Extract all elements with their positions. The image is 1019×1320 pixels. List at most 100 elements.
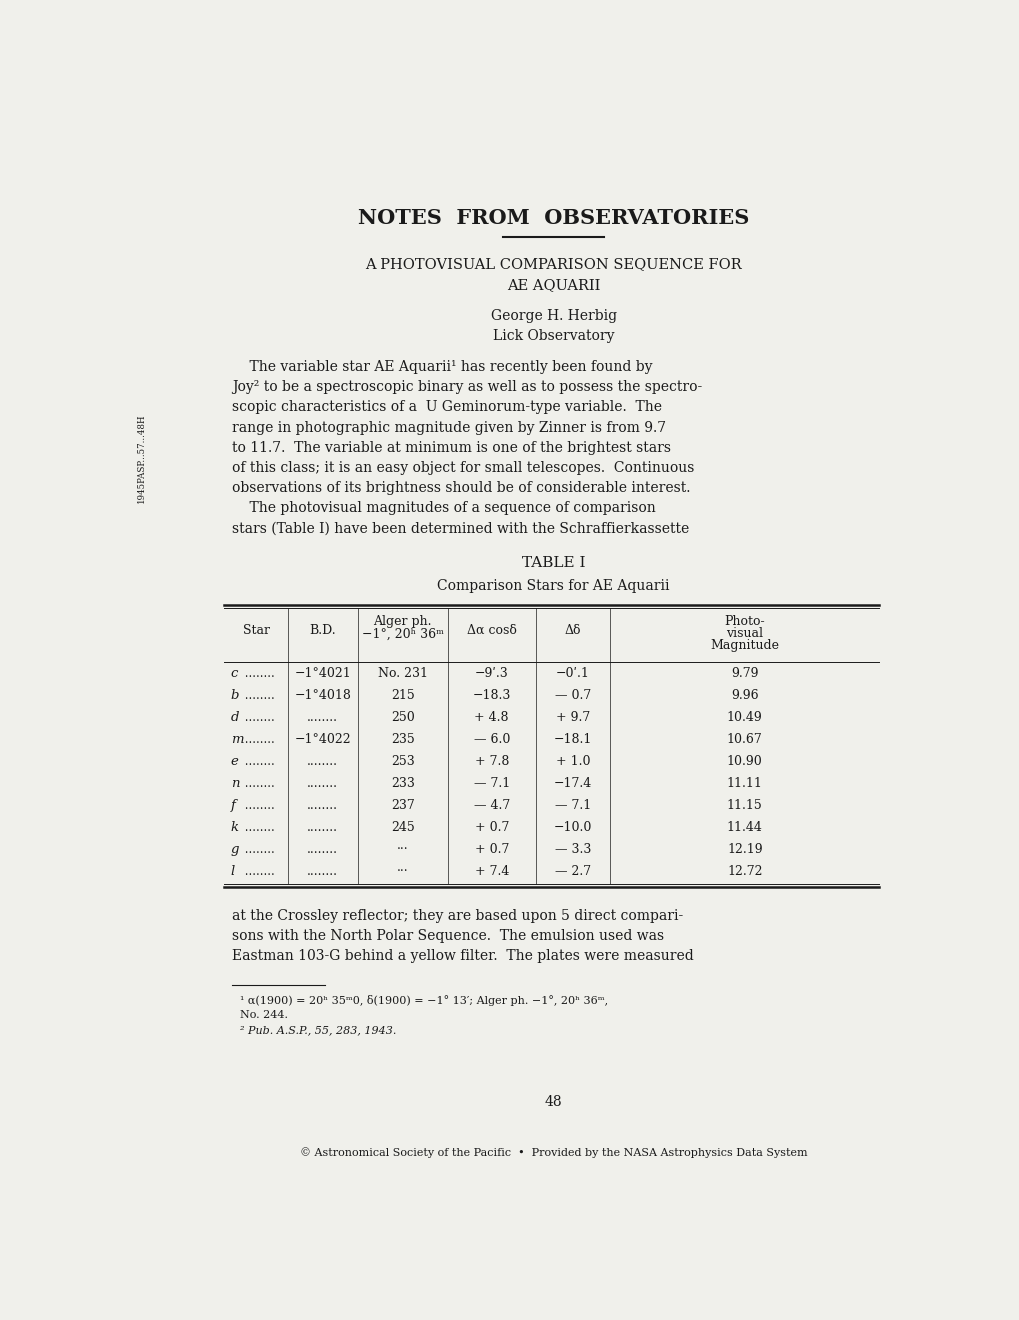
Text: 253: 253: [390, 755, 414, 768]
Text: Star: Star: [243, 624, 269, 638]
Text: + 1.0: + 1.0: [555, 755, 590, 768]
Text: ........: ........: [242, 755, 275, 768]
Text: f: f: [230, 799, 235, 812]
Text: range in photographic magnitude given by Zinner is from 9.7: range in photographic magnitude given by…: [232, 421, 665, 434]
Text: of this class; it is an easy object for small telescopes.  Continuous: of this class; it is an easy object for …: [232, 461, 694, 475]
Text: 48: 48: [544, 1096, 562, 1109]
Text: −10.0: −10.0: [553, 821, 592, 834]
Text: Eastman 103-G behind a yellow filter.  The plates were measured: Eastman 103-G behind a yellow filter. Th…: [232, 949, 693, 964]
Text: sons with the North Polar Sequence.  The emulsion used was: sons with the North Polar Sequence. The …: [232, 929, 663, 942]
Text: −1°, 20ʰ 36ᵐ: −1°, 20ʰ 36ᵐ: [362, 628, 443, 642]
Text: — 2.7: — 2.7: [554, 865, 591, 878]
Text: ........: ........: [307, 799, 338, 812]
Text: + 0.7: + 0.7: [474, 821, 508, 834]
Text: 11.15: 11.15: [727, 799, 762, 812]
Text: −18.1: −18.1: [553, 733, 592, 746]
Text: ........: ........: [242, 821, 275, 834]
Text: 250: 250: [390, 711, 414, 725]
Text: ........: ........: [307, 777, 338, 789]
Text: Magnitude: Magnitude: [709, 639, 779, 652]
Text: 235: 235: [390, 733, 414, 746]
Text: 9.79: 9.79: [731, 667, 758, 680]
Text: Δα cosδ: Δα cosδ: [467, 624, 517, 638]
Text: −17.4: −17.4: [553, 777, 592, 789]
Text: d: d: [230, 711, 238, 725]
Text: No. 231: No. 231: [377, 667, 427, 680]
Text: Photo-: Photo-: [723, 615, 764, 628]
Text: ........: ........: [307, 755, 338, 768]
Text: ···: ···: [396, 842, 408, 855]
Text: + 9.7: + 9.7: [555, 711, 590, 725]
Text: 10.67: 10.67: [727, 733, 762, 746]
Text: — 0.7: — 0.7: [554, 689, 591, 702]
Text: TABLE I: TABLE I: [522, 556, 585, 569]
Text: m: m: [230, 733, 243, 746]
Text: — 6.0: — 6.0: [473, 733, 510, 746]
Text: © Astronomical Society of the Pacific  •  Provided by the NASA Astrophysics Data: © Astronomical Society of the Pacific • …: [300, 1147, 807, 1158]
Text: ........: ........: [242, 733, 275, 746]
Text: ........: ........: [307, 711, 338, 725]
Text: 10.90: 10.90: [727, 755, 762, 768]
Text: AE AQUARII: AE AQUARII: [506, 279, 600, 293]
Text: 1945PASP...57...48H: 1945PASP...57...48H: [137, 414, 146, 503]
Text: B.D.: B.D.: [309, 624, 336, 638]
Text: + 7.4: + 7.4: [474, 865, 508, 878]
Text: scopic characteristics of a  U Geminorum-type variable.  The: scopic characteristics of a U Geminorum-…: [232, 400, 661, 414]
Text: ........: ........: [242, 711, 275, 725]
Text: A PHOTOVISUAL COMPARISON SEQUENCE FOR: A PHOTOVISUAL COMPARISON SEQUENCE FOR: [365, 257, 742, 271]
Text: George H. Herbig: George H. Herbig: [490, 309, 616, 322]
Text: 9.96: 9.96: [731, 689, 758, 702]
Text: observations of its brightness should be of considerable interest.: observations of its brightness should be…: [232, 482, 690, 495]
Text: ........: ........: [307, 865, 338, 878]
Text: No. 244.: No. 244.: [239, 1010, 287, 1020]
Text: + 4.8: + 4.8: [474, 711, 508, 725]
Text: ........: ........: [307, 821, 338, 834]
Text: ........: ........: [307, 842, 338, 855]
Text: −9ʹ.3: −9ʹ.3: [475, 667, 508, 680]
Text: ........: ........: [242, 865, 275, 878]
Text: The variable star AE Aquarii¹ has recently been found by: The variable star AE Aquarii¹ has recent…: [232, 360, 652, 374]
Text: Comparison Stars for AE Aquarii: Comparison Stars for AE Aquarii: [437, 578, 669, 593]
Text: + 7.8: + 7.8: [474, 755, 508, 768]
Text: 10.49: 10.49: [727, 711, 762, 725]
Text: visual: visual: [726, 627, 762, 640]
Text: 245: 245: [390, 821, 414, 834]
Text: ........: ........: [242, 799, 275, 812]
Text: Joy² to be a spectroscopic binary as well as to possess the spectro-: Joy² to be a spectroscopic binary as wel…: [232, 380, 702, 395]
Text: 12.19: 12.19: [727, 842, 762, 855]
Text: at the Crossley reflector; they are based upon 5 direct compari-: at the Crossley reflector; they are base…: [232, 908, 683, 923]
Text: c: c: [230, 667, 237, 680]
Text: n: n: [230, 777, 238, 789]
Text: −1°4018: −1°4018: [294, 689, 351, 702]
Text: Lick Observatory: Lick Observatory: [492, 330, 613, 343]
Text: 11.11: 11.11: [727, 777, 762, 789]
Text: + 0.7: + 0.7: [474, 842, 508, 855]
Text: 215: 215: [390, 689, 414, 702]
Text: stars (Table I) have been determined with the Schraffierkassette: stars (Table I) have been determined wit…: [232, 521, 689, 536]
Text: ···: ···: [396, 865, 408, 878]
Text: −18.3: −18.3: [472, 689, 511, 702]
Text: l: l: [230, 865, 234, 878]
Text: 11.44: 11.44: [727, 821, 762, 834]
Text: 237: 237: [390, 799, 414, 812]
Text: b: b: [230, 689, 238, 702]
Text: Alger ph.: Alger ph.: [373, 615, 431, 628]
Text: NOTES  FROM  OBSERVATORIES: NOTES FROM OBSERVATORIES: [358, 209, 749, 228]
Text: to 11.7.  The variable at minimum is one of the brightest stars: to 11.7. The variable at minimum is one …: [232, 441, 671, 455]
Text: — 7.1: — 7.1: [554, 799, 591, 812]
Text: e: e: [230, 755, 238, 768]
Text: 12.72: 12.72: [727, 865, 762, 878]
Text: The photovisual magnitudes of a sequence of comparison: The photovisual magnitudes of a sequence…: [232, 502, 655, 515]
Text: — 3.3: — 3.3: [554, 842, 591, 855]
Text: −0ʹ.1: −0ʹ.1: [555, 667, 589, 680]
Text: k: k: [230, 821, 238, 834]
Text: ¹ α(1900) = 20ʰ 35ᵐ0, δ(1900) = −1° 13′; Alger ph. −1°, 20ʰ 36ᵐ,: ¹ α(1900) = 20ʰ 35ᵐ0, δ(1900) = −1° 13′;…: [239, 994, 607, 1006]
Text: g: g: [230, 842, 238, 855]
Text: Δδ: Δδ: [565, 624, 581, 638]
Text: — 4.7: — 4.7: [473, 799, 510, 812]
Text: −1°4022: −1°4022: [294, 733, 351, 746]
Text: ........: ........: [242, 689, 275, 702]
Text: ² Pub. A.S.P., 55, 283, 1943.: ² Pub. A.S.P., 55, 283, 1943.: [239, 1026, 395, 1035]
Text: ........: ........: [242, 667, 275, 680]
Text: — 7.1: — 7.1: [473, 777, 510, 789]
